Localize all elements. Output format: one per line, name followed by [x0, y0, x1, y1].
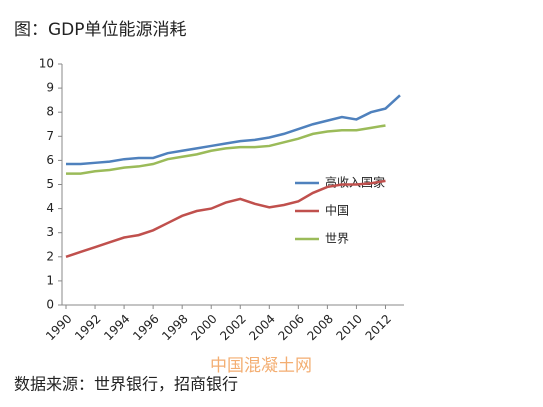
y-tick-label: 2 — [46, 249, 54, 263]
y-tick-label: 1 — [46, 273, 54, 287]
x-tick-label: 1996 — [130, 312, 161, 343]
x-tick-label: 2000 — [188, 312, 219, 343]
x-tick-label: 2006 — [275, 312, 306, 343]
y-tick-label: 9 — [46, 81, 54, 95]
source-note: 数据来源：世界银行，招商银行 — [14, 375, 238, 394]
x-tick-label: 2008 — [304, 312, 335, 343]
y-tick-label: 5 — [46, 177, 54, 191]
chart-title: 图：GDP单位能源消耗 — [14, 20, 187, 40]
y-tick-label: 0 — [46, 298, 54, 312]
y-tick-label: 8 — [46, 105, 54, 119]
data-line — [65, 179, 386, 258]
y-tick-label: 7 — [46, 129, 54, 143]
legend-label: 世界 — [325, 232, 349, 246]
x-tick-label: 2010 — [334, 312, 365, 343]
watermark: 中国混凝土网 — [210, 356, 312, 376]
y-tick-label: 6 — [46, 153, 54, 167]
x-tick-label: 1998 — [159, 312, 190, 343]
y-tick-label: 4 — [46, 201, 54, 215]
x-tick-label: 1990 — [43, 312, 74, 343]
x-tick-label: 1994 — [101, 312, 132, 343]
x-tick-label: 2002 — [217, 312, 248, 343]
legend-label: 中国 — [325, 203, 349, 218]
data-line — [66, 124, 386, 175]
x-tick-label: 2012 — [363, 312, 394, 343]
x-tick-label: 2004 — [246, 312, 277, 343]
x-tick-label: 1992 — [72, 312, 103, 343]
data-line — [66, 94, 401, 166]
y-tick-label: 10 — [39, 57, 54, 71]
y-tick-label: 3 — [46, 225, 54, 239]
